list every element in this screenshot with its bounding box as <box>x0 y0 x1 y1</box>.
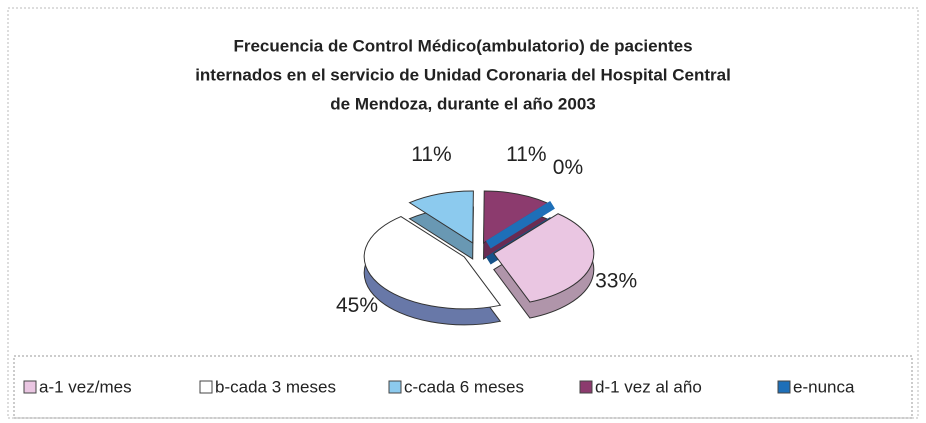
legend-label: d-1 vez al año <box>595 377 702 396</box>
chart-title: de Mendoza, durante el año 2003 <box>330 94 595 113</box>
legend-swatch <box>199 380 213 394</box>
slice <box>408 190 474 244</box>
legend-swatch <box>23 380 37 394</box>
slice <box>493 213 595 303</box>
legend-swatch <box>777 380 791 394</box>
slice <box>363 215 502 310</box>
chart-title: internados en el servicio de Unidad Coro… <box>195 65 731 84</box>
data-label: 45% <box>336 294 378 317</box>
legend-label: b-cada 3 meses <box>215 377 336 396</box>
data-label: 11% <box>506 143 546 166</box>
slice <box>483 190 549 244</box>
legend-label: e-nunca <box>793 377 855 396</box>
legend-label: a-1 vez/mes <box>39 377 132 396</box>
legend-swatch <box>388 380 402 394</box>
data-label: 0% <box>553 156 583 179</box>
legend-box <box>13 355 913 419</box>
chart-title: Frecuencia de Control Médico(ambulatorio… <box>233 36 692 55</box>
data-label: 11% <box>411 143 451 166</box>
legend-label: c-cada 6 meses <box>404 377 524 396</box>
slice <box>485 200 555 249</box>
data-label: 33% <box>595 269 637 292</box>
legend-swatch <box>579 380 593 394</box>
